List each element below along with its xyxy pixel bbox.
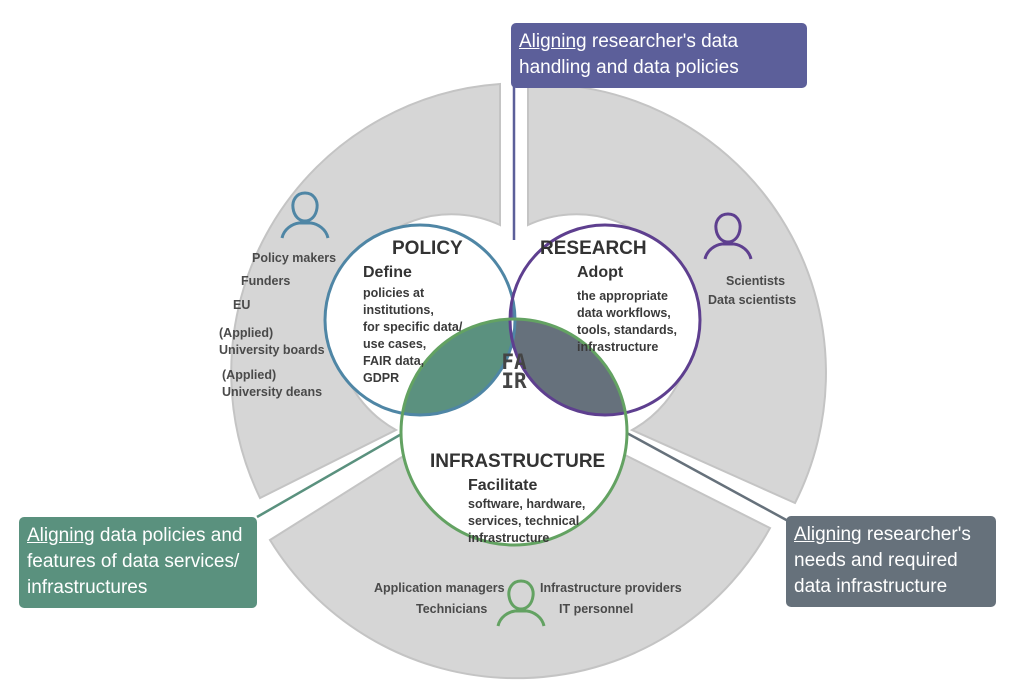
research-person-icon [703, 212, 753, 260]
overlap-research-infrastructure [510, 319, 627, 415]
callout-research-infrastructure: Aligning researcher's needs and required… [786, 516, 996, 607]
policy-line: policies at [363, 286, 425, 300]
connector-research-infrastructure [624, 430, 791, 524]
callout-text: data policies and features of data servi… [27, 525, 243, 598]
research-actor: Data scientists [708, 293, 796, 307]
policy-verb: Define [363, 264, 412, 281]
policy-title: POLICY [392, 238, 463, 259]
callout-text: researcher's needs and required data inf… [794, 524, 971, 597]
research-line: data workflows, [577, 306, 671, 320]
callout-policy-infrastructure: Aligning data policies and features of d… [19, 517, 257, 608]
research-actor: Scientists [726, 274, 785, 288]
research-line: the appropriate [577, 289, 668, 303]
infrastructure-actor: Infrastructure providers [540, 581, 682, 595]
infrastructure-line: software, hardware, [468, 497, 585, 511]
callout-text: researcher's data handling and data poli… [519, 31, 739, 78]
research-verb: Adopt [577, 264, 624, 281]
fair-line-1: FA [501, 350, 527, 374]
policy-line: GDPR [363, 371, 399, 385]
research-line: infrastructure [577, 340, 658, 354]
policy-person-icon [280, 191, 330, 239]
policy-actor: University deans [222, 385, 322, 399]
infrastructure-line: infrastructure [468, 531, 549, 545]
callout-keyword: Aligning [27, 525, 95, 546]
infrastructure-line: services, technical [468, 514, 579, 528]
connector-policy-infrastructure [256, 430, 406, 519]
policy-line: institutions, [363, 303, 434, 317]
callout-keyword: Aligning [519, 31, 587, 52]
infrastructure-title: INFRASTRUCTURE [430, 451, 605, 472]
policy-actor: University boards [219, 343, 325, 357]
infrastructure-actor: Application managers [374, 581, 505, 595]
research-line: tools, standards, [577, 323, 677, 337]
infrastructure-actor: Technicians [416, 602, 487, 616]
overlap-policy-infrastructure [401, 319, 515, 415]
infrastructure-person-icon [496, 579, 546, 627]
policy-line: FAIR data, [363, 354, 424, 368]
policy-actor: Policy makers [252, 251, 336, 265]
policy-actor: (Applied) [222, 368, 276, 382]
callout-keyword: Aligning [794, 524, 862, 545]
policy-actor: Funders [241, 274, 290, 288]
policy-line: for specific data/ [363, 320, 463, 334]
infrastructure-verb: Facilitate [468, 477, 537, 494]
research-title: RESEARCH [540, 238, 647, 259]
policy-actor: EU [233, 298, 250, 312]
infrastructure-actor: IT personnel [559, 602, 633, 616]
policy-actor: (Applied) [219, 326, 273, 340]
callout-research: Aligning researcher's data handling and … [511, 23, 807, 88]
policy-line: use cases, [363, 337, 426, 351]
fair-line-2: IR [501, 369, 527, 393]
infrastructure-circle-outline [399, 317, 629, 547]
